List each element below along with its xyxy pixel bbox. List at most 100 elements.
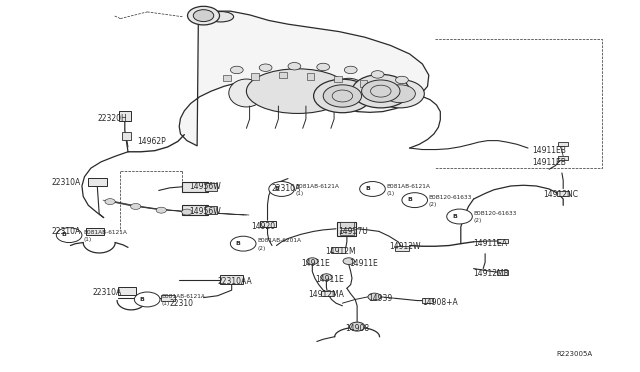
Text: 14957U: 14957U	[338, 227, 367, 236]
Ellipse shape	[208, 12, 234, 22]
Bar	[334, 76, 342, 82]
Circle shape	[344, 66, 357, 74]
Ellipse shape	[262, 76, 298, 105]
Bar	[205, 206, 217, 214]
Text: 14962P: 14962P	[138, 137, 166, 146]
Circle shape	[259, 64, 272, 71]
Text: B081AB-6121A: B081AB-6121A	[161, 294, 205, 299]
Bar	[161, 295, 175, 301]
Circle shape	[105, 199, 115, 205]
Text: 22310A: 22310A	[272, 185, 301, 193]
Circle shape	[360, 182, 385, 196]
Circle shape	[307, 258, 318, 264]
Text: 14912NC: 14912NC	[543, 190, 578, 199]
Circle shape	[447, 209, 472, 224]
Bar	[182, 182, 208, 192]
Circle shape	[230, 66, 243, 74]
Bar	[251, 73, 259, 80]
Text: 22310: 22310	[170, 299, 194, 308]
Ellipse shape	[229, 79, 264, 107]
Circle shape	[321, 274, 332, 280]
Bar	[497, 270, 508, 275]
Text: 22310AA: 22310AA	[218, 278, 252, 286]
Text: 22310A: 22310A	[93, 288, 122, 296]
Text: B0B120-61633: B0B120-61633	[429, 195, 472, 200]
Text: 14911E: 14911E	[316, 275, 344, 284]
Text: (1): (1)	[83, 237, 92, 242]
Ellipse shape	[332, 78, 367, 106]
Text: 14911E: 14911E	[301, 259, 330, 268]
Text: 14912MA: 14912MA	[308, 290, 344, 299]
Text: 14912MB: 14912MB	[474, 269, 509, 278]
Text: 14908: 14908	[346, 324, 370, 333]
Text: 14911EB: 14911EB	[532, 158, 566, 167]
Bar	[340, 230, 354, 235]
Text: 14911EA: 14911EA	[474, 239, 508, 248]
Circle shape	[134, 292, 160, 307]
Text: B0B120-61633: B0B120-61633	[474, 211, 517, 216]
Bar	[360, 80, 367, 87]
Text: 14912W: 14912W	[389, 242, 420, 251]
Text: B: B	[274, 186, 279, 191]
Text: 22310A: 22310A	[51, 227, 81, 236]
Circle shape	[317, 63, 330, 71]
Circle shape	[385, 85, 415, 103]
Text: 22310A: 22310A	[51, 178, 81, 187]
Bar	[557, 191, 569, 196]
Circle shape	[230, 236, 256, 251]
Text: B081AB-6201A: B081AB-6201A	[257, 238, 301, 243]
Bar	[223, 75, 231, 81]
Text: 14912M: 14912M	[325, 247, 356, 256]
Bar	[497, 239, 508, 244]
Polygon shape	[179, 11, 429, 146]
Text: 14908+A: 14908+A	[422, 298, 458, 307]
Circle shape	[371, 71, 384, 78]
Text: (1): (1)	[161, 301, 170, 307]
Circle shape	[269, 182, 294, 196]
Circle shape	[188, 6, 220, 25]
Text: B: B	[407, 197, 412, 202]
Bar	[422, 298, 433, 303]
Text: (2): (2)	[257, 246, 266, 251]
Ellipse shape	[297, 76, 333, 105]
Circle shape	[131, 203, 141, 209]
Circle shape	[396, 76, 408, 84]
Text: 22320H: 22320H	[97, 114, 127, 123]
Text: B: B	[452, 214, 457, 219]
Circle shape	[402, 193, 428, 208]
Text: R223005A: R223005A	[557, 351, 593, 357]
Circle shape	[56, 228, 82, 243]
Circle shape	[182, 209, 192, 215]
Circle shape	[352, 74, 410, 108]
Circle shape	[314, 79, 371, 113]
Bar	[337, 222, 356, 236]
Text: (1): (1)	[296, 191, 304, 196]
Circle shape	[349, 322, 365, 331]
Circle shape	[193, 10, 214, 22]
Text: B: B	[61, 232, 67, 237]
Bar	[86, 228, 104, 235]
Text: B081AB-6121A: B081AB-6121A	[83, 230, 127, 235]
Bar	[340, 222, 354, 228]
Circle shape	[288, 62, 301, 70]
Text: 14956W: 14956W	[189, 182, 221, 190]
Bar	[321, 291, 334, 296]
Bar	[205, 183, 217, 191]
Text: (2): (2)	[474, 218, 482, 224]
Text: (1): (1)	[387, 191, 395, 196]
Text: B: B	[236, 241, 241, 246]
Bar	[279, 72, 287, 78]
Circle shape	[156, 207, 166, 213]
Bar	[331, 247, 345, 253]
Text: 14920: 14920	[251, 222, 275, 231]
Circle shape	[343, 258, 355, 264]
Bar	[395, 246, 409, 251]
Bar	[118, 287, 136, 295]
Bar	[119, 111, 131, 121]
Bar	[122, 132, 131, 140]
Text: B081AB-6121A: B081AB-6121A	[387, 183, 431, 189]
Bar	[559, 156, 568, 160]
Bar	[88, 178, 107, 186]
Bar	[182, 205, 208, 215]
Text: 14939: 14939	[368, 294, 392, 303]
